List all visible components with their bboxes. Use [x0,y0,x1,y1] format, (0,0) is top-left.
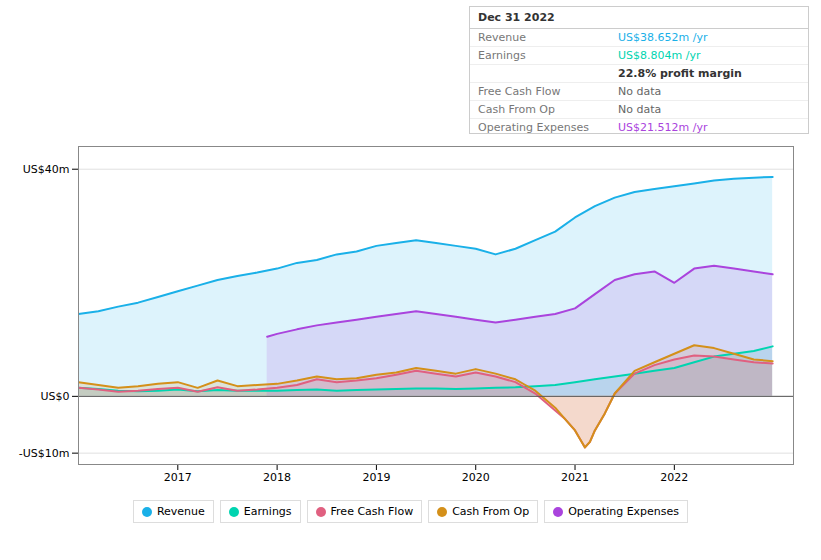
html-text:US$8.804m /yr: US$8.804m /yr [618,49,701,62]
svg-text:2017: 2017 [164,471,192,484]
html-text:Earnings: Earnings [243,505,292,518]
html-text:Free Cash Flow: Free Cash Flow [478,85,561,98]
html-text:Dec 31 2022: Dec 31 2022 [478,11,555,24]
svg-text:2018: 2018 [263,471,291,484]
svg-text:US$40m: US$40m [23,163,70,176]
svg-text:-US$10m: -US$10m [19,447,70,460]
html-text:Revenue: Revenue [156,505,205,518]
svg-text:2020: 2020 [462,471,490,484]
html-text:US$38.652m /yr: US$38.652m /yr [618,31,708,44]
html-text:Earnings: Earnings [478,49,526,62]
svg-text:2021: 2021 [561,471,589,484]
svg-text:US$0: US$0 [40,390,69,403]
html-text:Free Cash Flow: Free Cash Flow [330,505,414,518]
html-text:Cash From Op: Cash From Op [478,103,555,116]
html-text:Operating Expenses: Operating Expenses [568,505,680,518]
html-text:Cash From Op: Cash From Op [452,505,530,518]
html-text:US$21.512m /yr: US$21.512m /yr [618,121,708,134]
svg-text:2022: 2022 [660,471,688,484]
html-text:22.8% profit margin: 22.8% profit margin [618,67,742,80]
html-text:Operating Expenses: Operating Expenses [478,121,589,134]
html-text:No data: No data [618,85,662,98]
html-text:Revenue: Revenue [478,31,526,44]
html-text:No data: No data [618,103,662,116]
svg-text:2019: 2019 [362,471,390,484]
